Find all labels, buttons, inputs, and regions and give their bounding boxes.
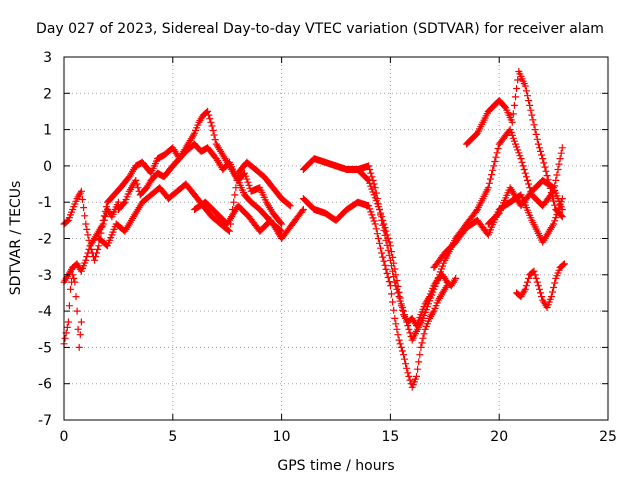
y-tick-label: 3: [43, 50, 52, 66]
series-markers: [114, 107, 286, 235]
x-tick-label: 10: [273, 429, 291, 445]
x-tick-label: 15: [381, 429, 399, 445]
series-track-m: [513, 260, 568, 311]
y-axis-title: SDTVAR / TECUs: [8, 181, 24, 296]
data-layer: [60, 68, 568, 391]
y-tick-label: -6: [38, 377, 52, 393]
y-tick-label: -2: [38, 232, 52, 248]
series-track-d: [114, 107, 286, 235]
x-tick-label: 0: [60, 429, 69, 445]
series-markers: [463, 68, 566, 221]
y-tick-label: -4: [38, 304, 52, 320]
series-track-e: [95, 158, 294, 250]
ticks: 0 5 10 15 20 25 -7 -6 -5 -4 -3 -2 -1 0 1 2 3: [38, 50, 617, 445]
x-axis-title: GPS time / hours: [277, 458, 394, 474]
x-tick-label: 25: [599, 429, 617, 445]
y-tick-label: -7: [38, 413, 52, 429]
y-tick-label: -3: [38, 268, 52, 284]
y-tick-label: -5: [38, 340, 52, 356]
chart-title: Day 027 of 2023, Sidereal Day-to-day VTE…: [36, 21, 604, 37]
y-tick-label: 0: [43, 159, 52, 175]
series-track-f: [191, 198, 307, 242]
series-track-h: [299, 195, 451, 391]
series-markers: [191, 198, 307, 242]
series-markers: [299, 195, 451, 391]
series-markers: [513, 260, 568, 311]
y-tick-label: 1: [43, 123, 52, 139]
series-track-l: [484, 176, 566, 228]
y-tick-label: 2: [43, 86, 52, 102]
y-tick-label: -1: [38, 195, 52, 211]
grid: [64, 57, 608, 420]
x-tick-label: 5: [168, 429, 177, 445]
series-markers: [95, 158, 294, 250]
series-track-j: [463, 68, 566, 221]
x-tick-label: 20: [490, 429, 508, 445]
series-markers: [484, 176, 566, 228]
